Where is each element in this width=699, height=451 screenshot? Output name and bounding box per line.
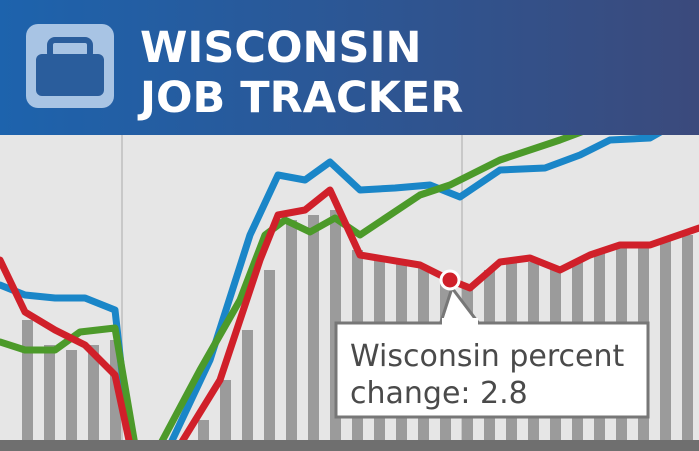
axis-band <box>0 440 699 451</box>
callout-line: change: 2.8 <box>350 376 528 411</box>
bar <box>44 345 55 440</box>
callout-joint <box>442 318 478 326</box>
red-line <box>0 186 699 449</box>
bar <box>66 350 77 440</box>
callout: Wisconsin percent change: 2.8 <box>334 284 650 419</box>
blue-line <box>0 106 699 449</box>
bar <box>88 345 99 440</box>
green-line <box>0 121 604 449</box>
bar <box>682 235 693 440</box>
callout-line: Wisconsin percent <box>350 339 624 374</box>
bar <box>660 240 671 440</box>
chart-area: Wisconsin percent change: 2.8 <box>0 106 699 451</box>
callout-box <box>334 321 650 419</box>
bar <box>22 320 33 440</box>
bar <box>286 220 297 440</box>
highlight-point <box>439 269 461 291</box>
bar <box>264 270 275 440</box>
bar <box>308 215 319 440</box>
header: WISCONSIN JOB TRACKER <box>0 0 699 135</box>
title-line: WISCONSIN <box>140 23 421 73</box>
icon-case <box>36 54 104 96</box>
bar <box>242 330 253 440</box>
bar <box>198 420 209 440</box>
briefcase-icon <box>26 24 114 108</box>
header-bar <box>0 0 699 135</box>
bar <box>220 380 231 440</box>
title-line: JOB TRACKER <box>137 73 463 123</box>
